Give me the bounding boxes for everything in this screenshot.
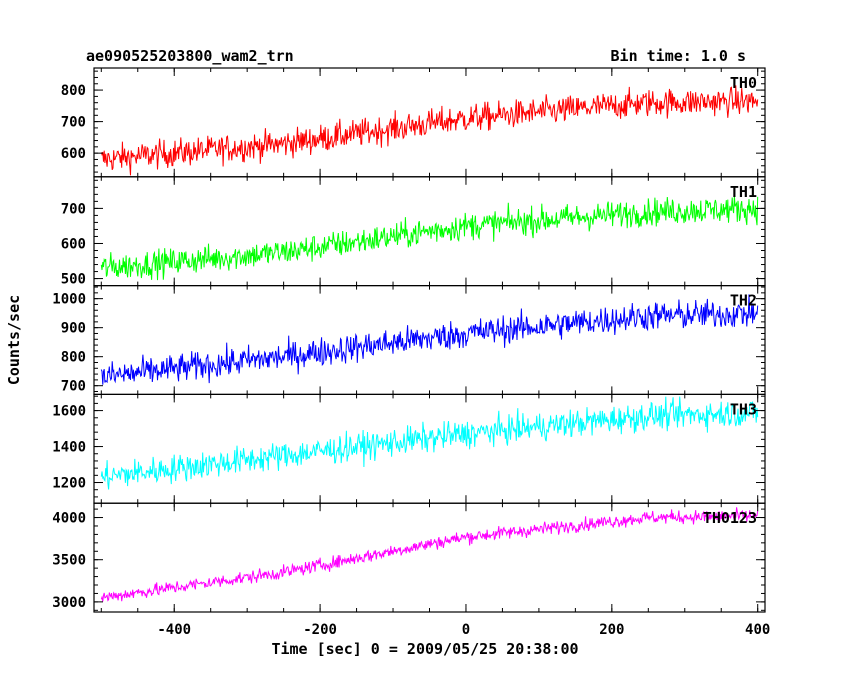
y-tick-label: 700 (61, 379, 86, 395)
panel-label-th0: TH0 (730, 74, 757, 92)
chart-title: ae090525203800_wam2_trn (86, 47, 294, 65)
x-tick-label: 0 (462, 622, 470, 638)
panel-th3: 1200 1400 1600 TH3 (52, 393, 766, 504)
panel-th1: 500 600 700 TH1 (61, 176, 766, 288)
series-line-th2 (100, 294, 759, 385)
panel-th2: 700 800 900 1000 TH2 (52, 285, 766, 396)
panel-frame (93, 176, 766, 287)
y-axis-label: Counts/sec (5, 295, 23, 385)
x-tick-label: -200 (303, 622, 337, 638)
x-axis: -400 -200 0 200 400 (157, 622, 770, 638)
y-tick-label: 600 (61, 236, 86, 252)
y-tick-label: 3000 (52, 595, 86, 611)
panels-group: 600 700 800 TH0 500 600 700 TH1 700 800 900 1000 TH2… (52, 67, 766, 613)
y-tick-label: 900 (61, 321, 86, 337)
panel-th0: 600 700 800 TH0 (61, 67, 766, 178)
y-tick-label: 700 (61, 115, 86, 131)
y-tick-label: 1000 (52, 292, 86, 308)
panel-label-th3: TH3 (730, 400, 757, 418)
series-line-th0 (100, 85, 759, 176)
bin-time-label: Bin time: 1.0 s (611, 47, 746, 65)
series-line-th1 (100, 196, 759, 281)
y-tick-label: 800 (61, 83, 86, 99)
panel-th0123: 3000 3500 4000 TH0123 (52, 502, 766, 613)
series-line-th0123 (100, 507, 759, 602)
y-tick-label: 1600 (52, 404, 86, 420)
y-tick-label: 800 (61, 350, 86, 366)
y-tick-label: 600 (61, 146, 86, 162)
panel-label-th2: TH2 (730, 292, 757, 310)
panel-label-th0123: TH0123 (703, 509, 757, 527)
panel-frame (93, 393, 766, 504)
y-tick-label: 700 (61, 201, 86, 217)
y-tick-label: 1400 (52, 440, 86, 456)
y-tick-label: 500 (61, 272, 86, 288)
y-tick-label: 4000 (52, 511, 86, 527)
series-line-th3 (100, 396, 759, 490)
y-tick-label: 3500 (52, 553, 86, 569)
panel-frame (93, 502, 766, 613)
x-axis-label: Time [sec] 0 = 2009/05/25 20:38:00 (271, 640, 578, 658)
x-tick-label: 400 (745, 622, 770, 638)
y-tick-label: 1200 (52, 476, 86, 492)
panel-label-th1: TH1 (730, 183, 757, 201)
x-tick-label: 200 (599, 622, 624, 638)
x-tick-label: -400 (157, 622, 191, 638)
